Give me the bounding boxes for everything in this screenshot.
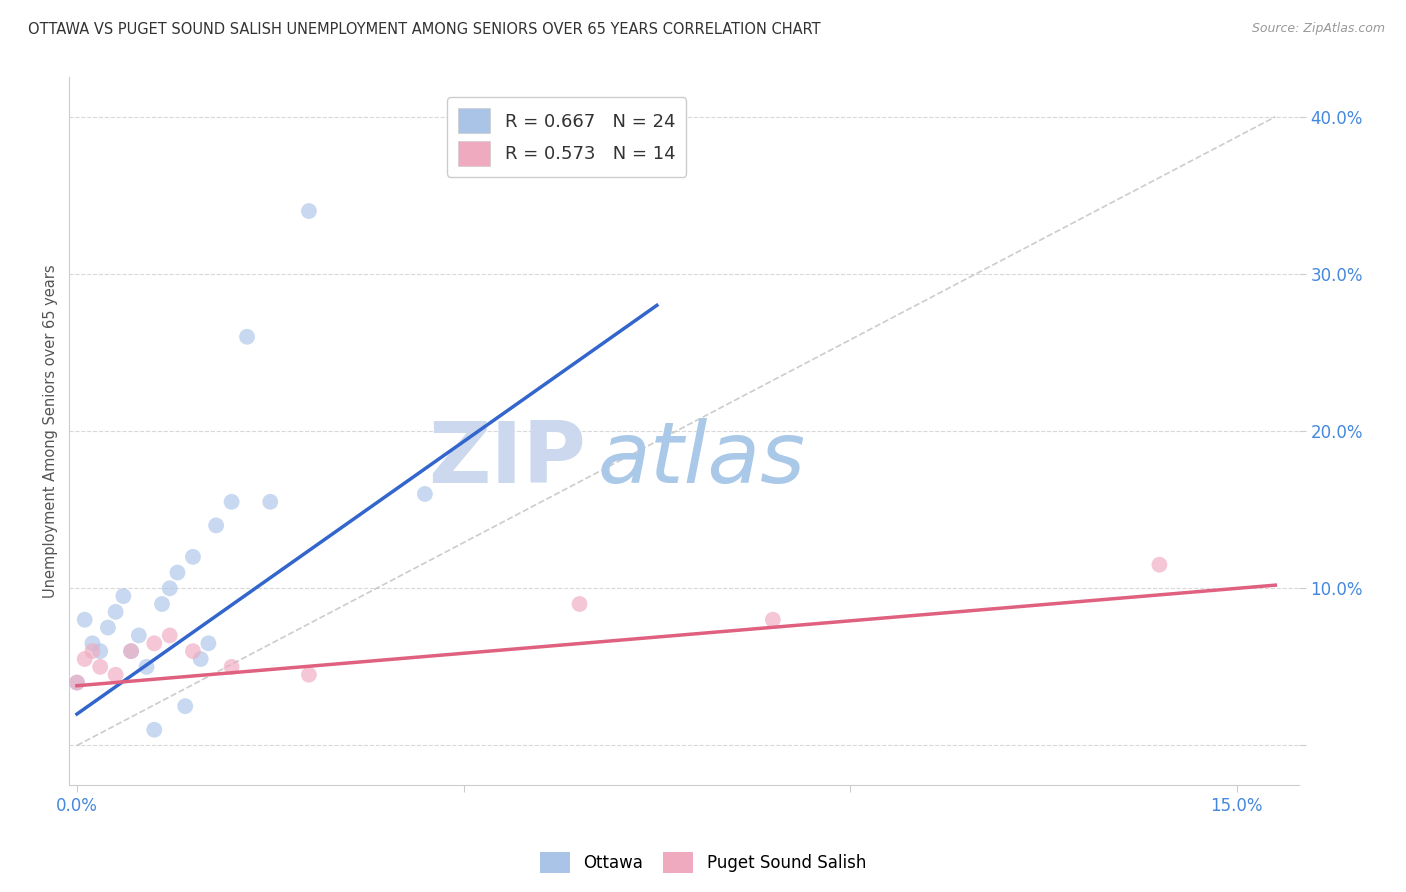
- Point: [166, 566, 188, 580]
- Point: [259, 495, 281, 509]
- Point: [82, 636, 104, 650]
- Point: [150, 597, 173, 611]
- Point: [104, 667, 127, 681]
- Point: [413, 487, 436, 501]
- Point: [159, 582, 181, 596]
- Point: [73, 613, 96, 627]
- Point: [97, 621, 120, 635]
- Text: atlas: atlas: [598, 417, 806, 501]
- Y-axis label: Unemployment Among Seniors over 65 years: Unemployment Among Seniors over 65 years: [44, 264, 58, 598]
- Point: [181, 644, 204, 658]
- Legend: Ottawa, Puget Sound Salish: Ottawa, Puget Sound Salish: [533, 846, 873, 880]
- Point: [159, 628, 181, 642]
- Point: [66, 675, 89, 690]
- Point: [197, 636, 219, 650]
- Point: [89, 644, 111, 658]
- Text: Source: ZipAtlas.com: Source: ZipAtlas.com: [1251, 22, 1385, 36]
- Point: [73, 652, 96, 666]
- Point: [143, 723, 166, 737]
- Point: [1149, 558, 1171, 572]
- Point: [190, 652, 212, 666]
- Point: [221, 495, 243, 509]
- Point: [205, 518, 228, 533]
- Point: [135, 660, 157, 674]
- Point: [298, 204, 321, 219]
- Point: [181, 549, 204, 564]
- Point: [66, 675, 89, 690]
- Point: [221, 660, 243, 674]
- Point: [174, 699, 197, 714]
- Point: [568, 597, 591, 611]
- Text: OTTAWA VS PUGET SOUND SALISH UNEMPLOYMENT AMONG SENIORS OVER 65 YEARS CORRELATIO: OTTAWA VS PUGET SOUND SALISH UNEMPLOYMEN…: [28, 22, 821, 37]
- Point: [82, 644, 104, 658]
- Text: ZIP: ZIP: [427, 417, 585, 501]
- Point: [128, 628, 150, 642]
- Point: [143, 636, 166, 650]
- Point: [112, 589, 135, 603]
- Point: [89, 660, 111, 674]
- Legend: R = 0.667   N = 24, R = 0.573   N = 14: R = 0.667 N = 24, R = 0.573 N = 14: [447, 97, 686, 178]
- Point: [104, 605, 127, 619]
- Point: [236, 330, 259, 344]
- Point: [298, 667, 321, 681]
- Point: [762, 613, 785, 627]
- Point: [120, 644, 142, 658]
- Point: [120, 644, 142, 658]
